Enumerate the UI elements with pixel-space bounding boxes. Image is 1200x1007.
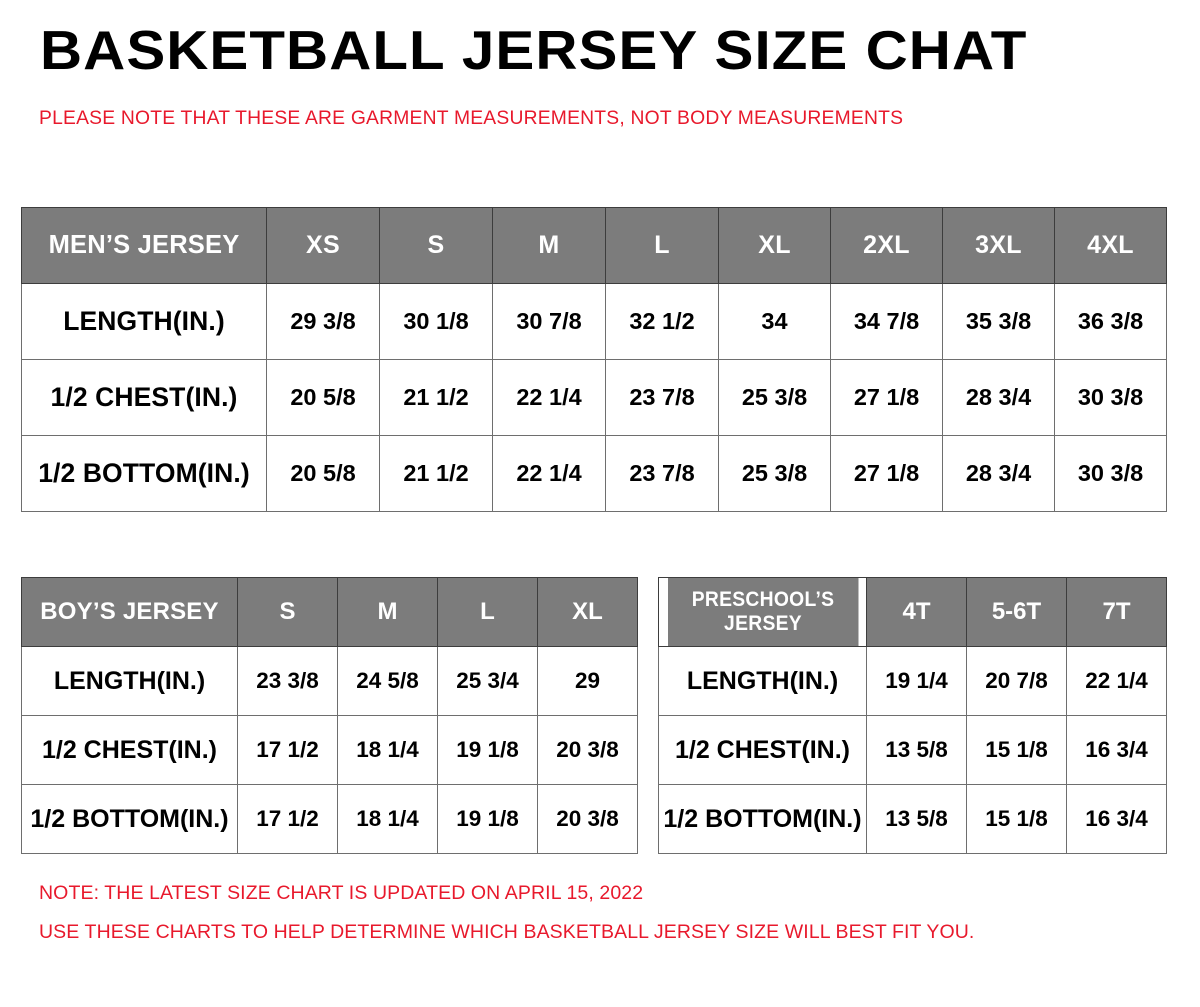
measurement-cell: 36 3/8: [1054, 283, 1167, 360]
measurement-cell: 25 3/8: [718, 435, 831, 512]
page-title: BASKETBALL JERSEY SIZE CHAT: [40, 19, 1028, 81]
column-header-4t: 4T: [866, 577, 967, 647]
measurement-cell: 30 3/8: [1054, 435, 1167, 512]
garment-measurement-notice: PLEASE NOTE THAT THESE ARE GARMENT MEASU…: [39, 107, 904, 129]
measurement-cell: 34 7/8: [830, 283, 943, 360]
column-header-s: S: [237, 577, 338, 647]
measurement-cell: 30 3/8: [1054, 359, 1167, 436]
measurement-cell: 20 3/8: [537, 715, 638, 785]
column-header-4xl: 4XL: [1054, 207, 1167, 284]
table-row: 1/2 CHEST(IN.) 13 5/8 15 1/8 16 3/4: [658, 715, 1167, 785]
table-header-row: MEN’S JERSEY XS S M L XL 2XL 3XL 4XL: [21, 207, 1167, 284]
mens-table-head: MEN’S JERSEY XS S M L XL 2XL 3XL 4XL: [21, 207, 1167, 284]
table-row: 1/2 CHEST(IN.) 17 1/2 18 1/4 19 1/8 20 3/8: [21, 715, 638, 785]
table-row: 1/2 CHEST(IN.) 20 5/8 21 1/2 22 1/4 23 7/8 25…: [21, 359, 1167, 436]
row-header-label: LENGTH(IN.): [658, 646, 867, 716]
measurement-cell: 25 3/4: [437, 646, 538, 716]
measurement-cell: 27 1/8: [830, 359, 943, 436]
column-header-m: M: [337, 577, 438, 647]
row-header-label: 1/2 CHEST(IN.): [21, 359, 267, 436]
measurement-cell: 22 1/4: [492, 359, 606, 436]
footer-notes: NOTE: THE LATEST SIZE CHART IS UPDATED O…: [39, 882, 1159, 943]
measurement-cell: 15 1/8: [966, 784, 1067, 854]
row-header-label: 1/2 CHEST(IN.): [658, 715, 867, 785]
measurement-cell: 13 5/8: [866, 784, 967, 854]
measurement-cell: 21 1/2: [379, 435, 493, 512]
measurement-cell: 27 1/8: [830, 435, 943, 512]
row-header-label: 1/2 CHEST(IN.): [21, 715, 238, 785]
measurement-cell: 23 7/8: [605, 435, 719, 512]
column-header-7t: 7T: [1066, 577, 1167, 647]
mens-table-body: LENGTH(IN.) 29 3/8 30 1/8 30 7/8 32 1/2 34 34 …: [21, 283, 1167, 512]
preschool-table-body: LENGTH(IN.) 19 1/4 20 7/8 22 1/4 1/2 CHEST(I…: [658, 646, 1167, 854]
table-header-row: BOY’S JERSEY S M L XL: [21, 577, 638, 647]
table-header-row: PRESCHOOL’S JERSEY 4T 5-6T 7T: [659, 577, 1167, 647]
column-header-m: M: [492, 207, 606, 284]
measurement-cell: 19 1/8: [437, 784, 538, 854]
table-row: LENGTH(IN.) 29 3/8 30 1/8 30 7/8 32 1/2 34 34 …: [21, 283, 1167, 360]
measurement-cell: 29 3/8: [266, 283, 380, 360]
measurement-cell: 17 1/2: [237, 715, 338, 785]
measurement-cell: 20 5/8: [266, 359, 380, 436]
measurement-cell: 34: [718, 283, 831, 360]
measurement-cell: 23 3/8: [237, 646, 338, 716]
measurement-cell: 21 1/2: [379, 359, 493, 436]
column-header-2xl: 2XL: [830, 207, 943, 284]
column-header-l: L: [605, 207, 719, 284]
measurement-cell: 13 5/8: [866, 715, 967, 785]
column-header-3xl: 3XL: [942, 207, 1055, 284]
measurement-cell: 22 1/4: [1066, 646, 1167, 716]
row-header-label: 1/2 BOTTOM(IN.): [658, 784, 867, 854]
row-header-label: 1/2 BOTTOM(IN.): [21, 784, 238, 854]
column-header-xs: XS: [266, 207, 380, 284]
footer-note: USE THESE CHARTS TO HELP DETERMINE WHICH…: [39, 920, 975, 943]
measurement-cell: 18 1/4: [337, 784, 438, 854]
measurement-cell: 22 1/4: [492, 435, 606, 512]
boys-table-body: LENGTH(IN.) 23 3/8 24 5/8 25 3/4 29 1/2 CHEST…: [21, 646, 638, 854]
measurement-cell: 20 7/8: [966, 646, 1067, 716]
measurement-cell: 30 7/8: [492, 283, 606, 360]
mens-jersey-size-table: MEN’S JERSEY XS S M L XL 2XL 3XL 4XL LENGTH(IN.)…: [21, 207, 1167, 512]
row-header-label: LENGTH(IN.): [21, 283, 267, 360]
column-header-s: S: [379, 207, 493, 284]
measurement-cell: 23 7/8: [605, 359, 719, 436]
measurement-cell: 19 1/8: [437, 715, 538, 785]
measurement-cell: 28 3/4: [942, 359, 1055, 436]
measurement-cell: 29: [537, 646, 638, 716]
measurement-cell: 32 1/2: [605, 283, 719, 360]
measurement-cell: 18 1/4: [337, 715, 438, 785]
table-row: 1/2 BOTTOM(IN.) 13 5/8 15 1/8 16 3/4: [658, 784, 1167, 854]
column-header-l: L: [437, 577, 538, 647]
table-row: LENGTH(IN.) 19 1/4 20 7/8 22 1/4: [658, 646, 1167, 716]
preschool-corner-label: PRESCHOOL’S JERSEY: [666, 577, 859, 647]
measurement-cell: 16 3/4: [1066, 715, 1167, 785]
measurement-cell: 15 1/8: [966, 715, 1067, 785]
row-header-label: LENGTH(IN.): [21, 646, 238, 716]
column-header-5-6t: 5-6T: [966, 577, 1067, 647]
measurement-cell: 19 1/4: [866, 646, 967, 716]
boys-corner-label: BOY’S JERSEY: [21, 577, 238, 647]
table-row: 1/2 BOTTOM(IN.) 17 1/2 18 1/4 19 1/8 20 3/8: [21, 784, 638, 854]
measurement-cell: 16 3/4: [1066, 784, 1167, 854]
measurement-cell: 28 3/4: [942, 435, 1055, 512]
measurement-cell: 25 3/8: [718, 359, 831, 436]
measurement-cell: 24 5/8: [337, 646, 438, 716]
measurement-cell: 17 1/2: [237, 784, 338, 854]
footer-note: NOTE: THE LATEST SIZE CHART IS UPDATED O…: [39, 882, 644, 904]
preschool-table-head: PRESCHOOL’S JERSEY 4T 5-6T 7T: [659, 577, 1167, 647]
mens-corner-label: MEN’S JERSEY: [21, 207, 267, 284]
measurement-cell: 30 1/8: [379, 283, 493, 360]
table-row: 1/2 BOTTOM(IN.) 20 5/8 21 1/2 22 1/4 23 7/8 2…: [21, 435, 1167, 512]
table-row: LENGTH(IN.) 23 3/8 24 5/8 25 3/4 29: [21, 646, 638, 716]
row-header-label: 1/2 BOTTOM(IN.): [21, 435, 267, 512]
column-header-xl: XL: [718, 207, 831, 284]
boys-table-head: BOY’S JERSEY S M L XL: [21, 577, 638, 647]
measurement-cell: 20 5/8: [266, 435, 380, 512]
boys-jersey-size-table: BOY’S JERSEY S M L XL LENGTH(IN.) 23 3/8 24 5/…: [21, 577, 638, 854]
column-header-xl: XL: [537, 577, 638, 647]
preschool-jersey-size-table: PRESCHOOL’S JERSEY 4T 5-6T 7T LENGTH(IN.) 19…: [658, 577, 1167, 854]
measurement-cell: 35 3/8: [942, 283, 1055, 360]
measurement-cell: 20 3/8: [537, 784, 638, 854]
